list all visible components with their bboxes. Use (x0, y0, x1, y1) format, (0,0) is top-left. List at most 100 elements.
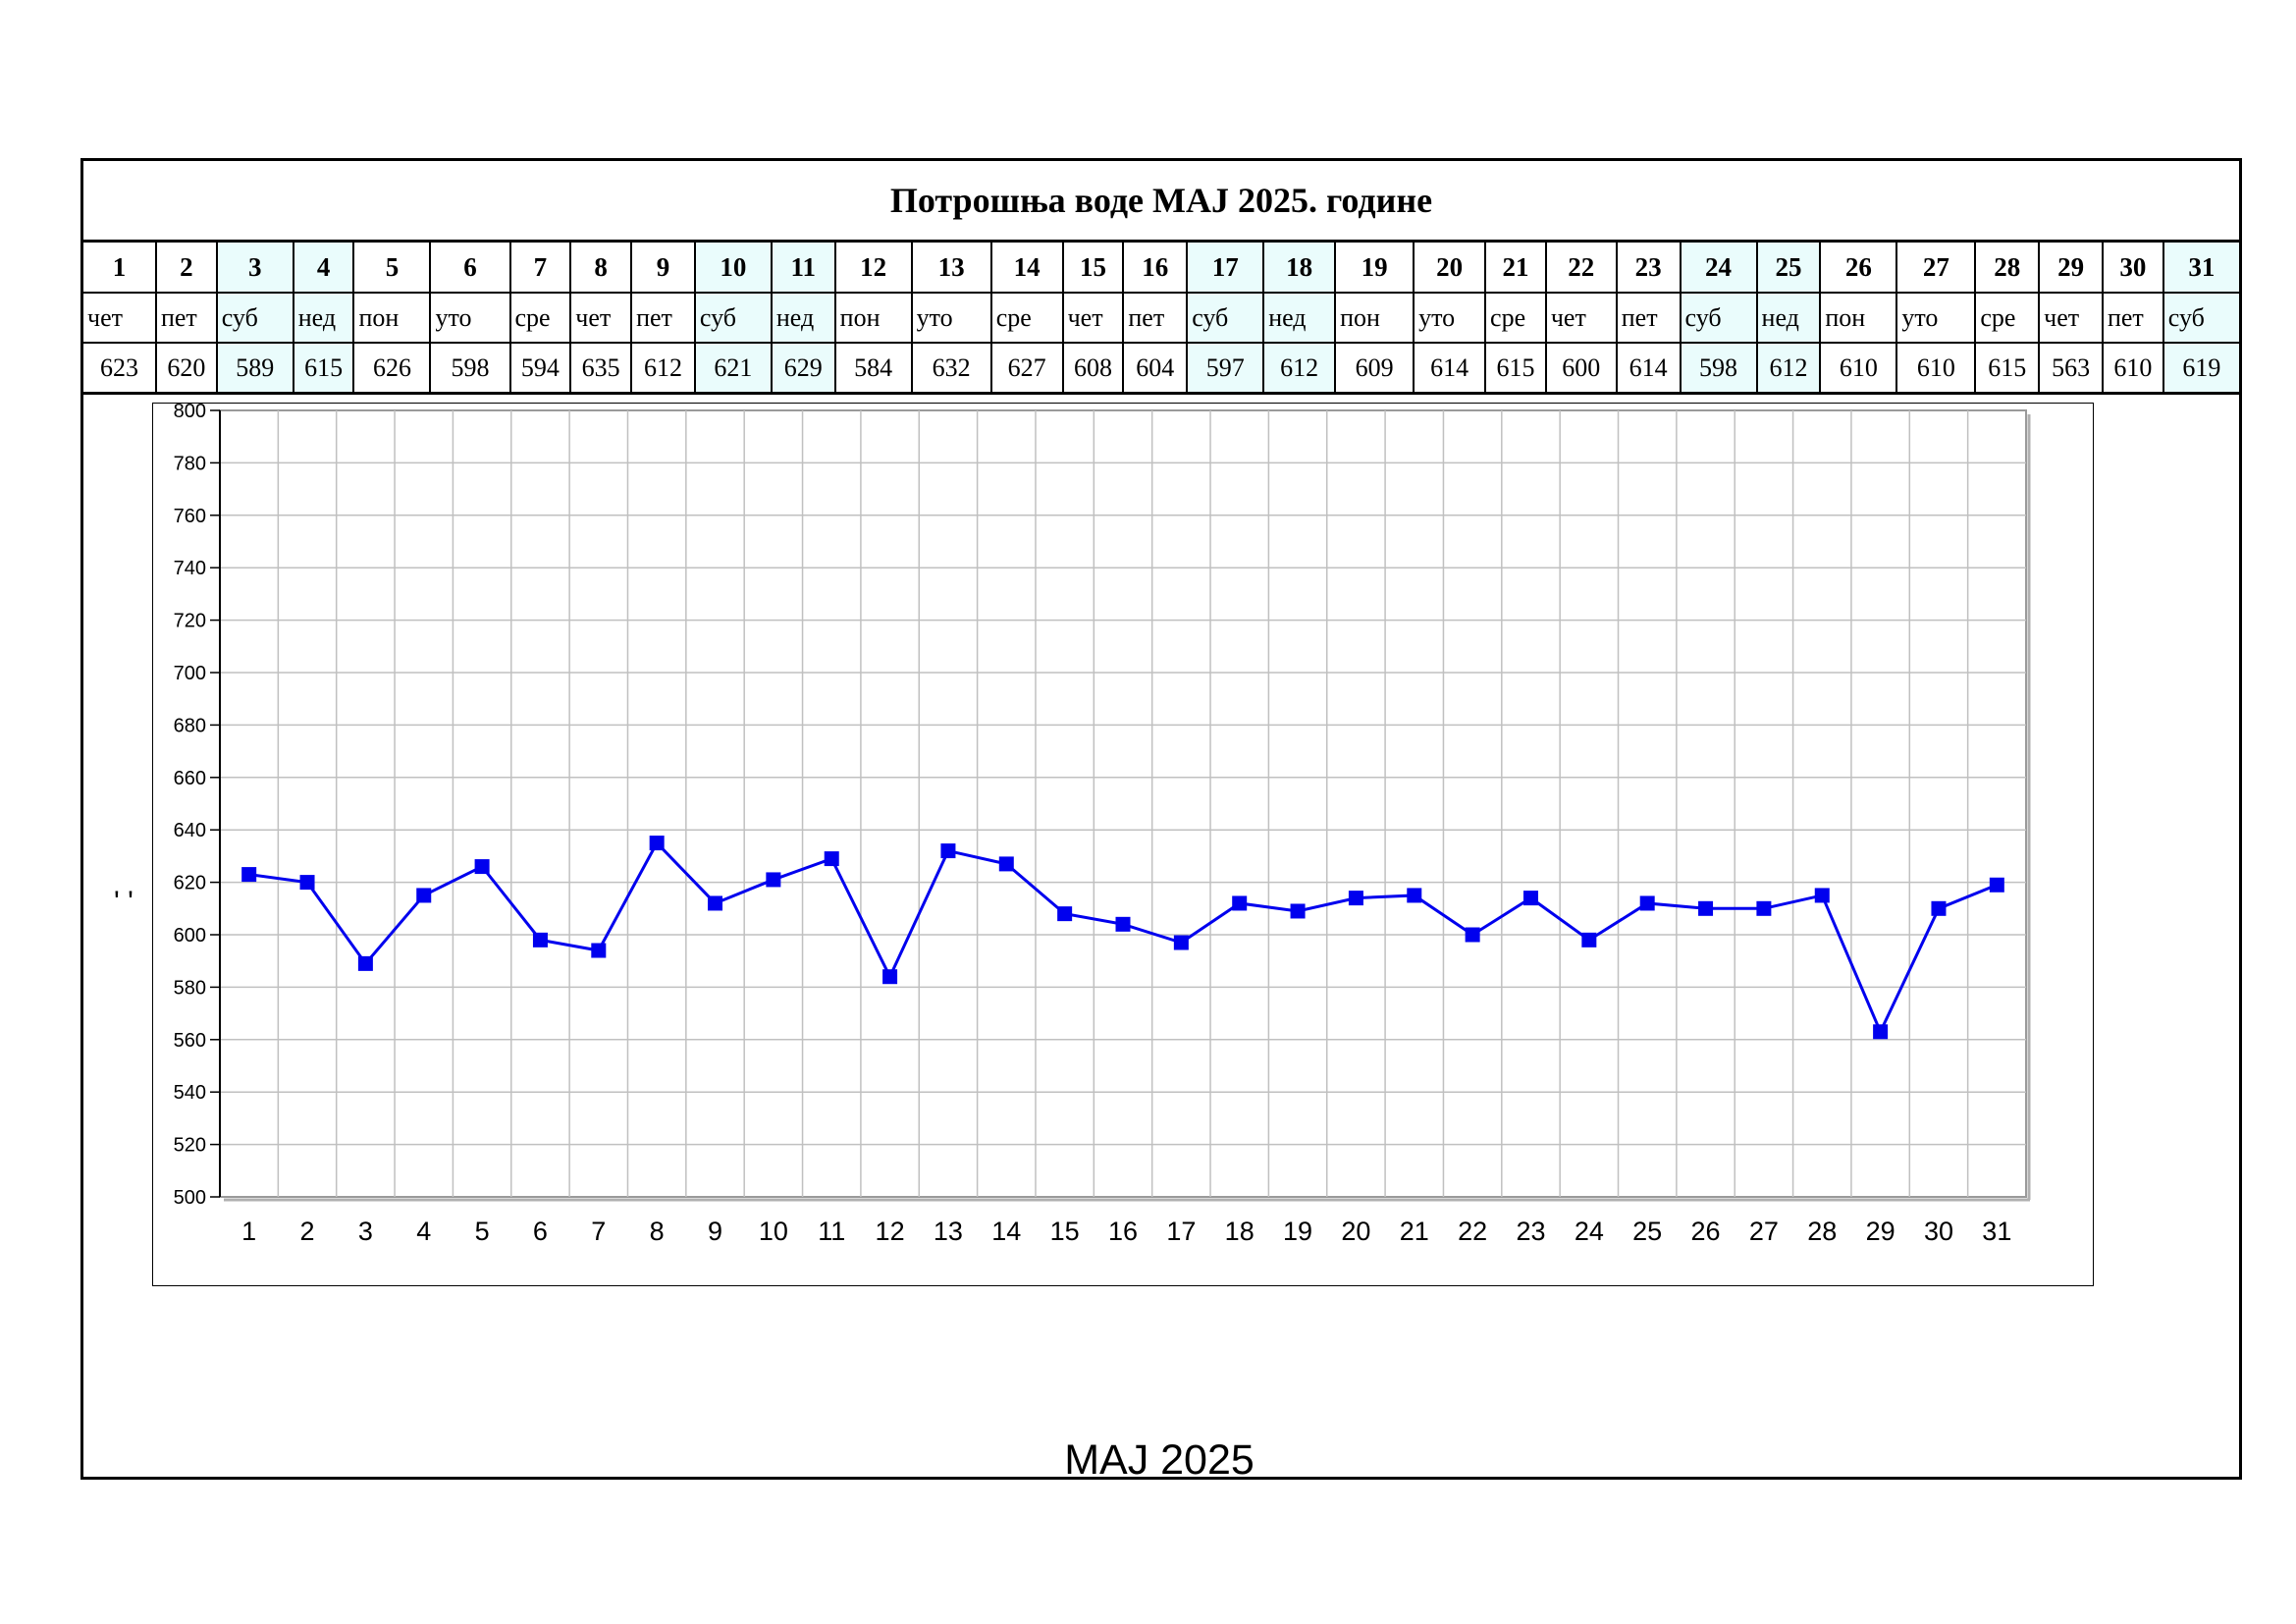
x-tick-label-10: 10 (759, 1217, 788, 1246)
value-cell-10: 621 (693, 342, 773, 395)
day-number-cell-8: 8 (569, 240, 633, 294)
day-number-cell-27: 27 (1896, 240, 1977, 294)
weekday-cell-1: чет (83, 292, 157, 344)
side-mark: ' ' (114, 886, 133, 918)
day-number-cell-28: 28 (1974, 240, 2041, 294)
day-number-cell-5: 5 (352, 240, 432, 294)
line-chart: 5005205405605806006206406606807007207407… (174, 404, 2031, 1246)
day-number-cell-24: 24 (1679, 240, 1758, 294)
x-tick-label-6: 6 (533, 1217, 548, 1246)
y-tick-label-500: 500 (174, 1187, 206, 1209)
x-tick-label-30: 30 (1924, 1217, 1953, 1246)
data-point-22 (1465, 927, 1480, 943)
value-cell-15: 608 (1061, 342, 1125, 395)
day-number-cell-12: 12 (833, 240, 913, 294)
value-cell-23: 614 (1615, 342, 1682, 395)
data-point-27 (1756, 900, 1772, 916)
x-tick-label-26: 26 (1691, 1217, 1721, 1246)
footer-label: MAJ 2025 (1064, 1436, 1255, 1484)
data-point-19 (1290, 903, 1306, 919)
weekday-cell-2: пет (154, 292, 218, 344)
weekday-cell-19: пон (1334, 292, 1415, 344)
value-cell-16: 604 (1122, 342, 1189, 395)
x-tick-label-9: 9 (708, 1217, 722, 1246)
weekday-cell-20: уто (1413, 292, 1487, 344)
value-cell-9: 612 (630, 342, 696, 395)
data-point-25 (1639, 895, 1655, 911)
day-number-cell-14: 14 (989, 240, 1064, 294)
data-point-14 (998, 856, 1014, 872)
weekday-cell-29: чет (2038, 292, 2104, 344)
day-number-cell-10: 10 (693, 240, 773, 294)
data-point-9 (708, 895, 723, 911)
weekday-cell-15: чет (1061, 292, 1125, 344)
y-tick-label-660: 660 (174, 768, 206, 789)
x-tick-label-21: 21 (1400, 1217, 1429, 1246)
weekday-cell-27: уто (1896, 292, 1977, 344)
day-number-cell-9: 9 (630, 240, 696, 294)
value-cell-18: 612 (1262, 342, 1337, 395)
weekday-cell-5: пон (352, 292, 432, 344)
y-tick-label-560: 560 (174, 1030, 206, 1052)
x-tick-label-23: 23 (1516, 1217, 1545, 1246)
value-cell-30: 610 (2101, 342, 2164, 395)
daily-consumption-table: 1 2 3 4 5 6 7 8 9 10 11 12 13 14 15 16 17 18 19 20 21 22 23 24 2… (83, 240, 2239, 395)
y-tick-label-600: 600 (174, 925, 206, 947)
x-tick-label-12: 12 (876, 1217, 905, 1246)
x-tick-label-5: 5 (475, 1217, 490, 1246)
day-number-cell-21: 21 (1484, 240, 1547, 294)
x-tick-label-17: 17 (1166, 1217, 1196, 1246)
value-cell-20: 614 (1413, 342, 1487, 395)
day-number-cell-17: 17 (1186, 240, 1265, 294)
weekday-cell-25: нед (1755, 292, 1822, 344)
weekday-cell-14: сре (989, 292, 1064, 344)
day-number-row: 1 2 3 4 5 6 7 8 9 10 11 12 13 14 15 16 17 18 19 20 21 22 23 24 2… (83, 240, 2239, 294)
day-number-cell-29: 29 (2038, 240, 2104, 294)
data-point-30 (1931, 900, 1947, 916)
value-cell-11: 629 (770, 342, 836, 395)
value-cell-4: 615 (292, 342, 355, 395)
weekday-cell-11: нед (770, 292, 836, 344)
x-tick-label-20: 20 (1341, 1217, 1370, 1246)
weekday-cell-7: сре (508, 292, 572, 344)
value-cell-2: 620 (154, 342, 218, 395)
x-tick-label-24: 24 (1575, 1217, 1604, 1246)
day-number-cell-2: 2 (154, 240, 218, 294)
data-point-28 (1814, 888, 1830, 903)
page-title: Потрошња воде MAJ 2025. године (889, 181, 1433, 220)
x-tick-label-25: 25 (1632, 1217, 1662, 1246)
value-cell-13: 632 (910, 342, 992, 395)
y-tick-label-740: 740 (174, 558, 206, 579)
value-cell-12: 584 (833, 342, 913, 395)
data-point-11 (824, 851, 839, 867)
data-point-8 (649, 836, 665, 851)
value-cell-29: 563 (2038, 342, 2104, 395)
data-point-23 (1522, 891, 1538, 906)
value-cell-22: 600 (1544, 342, 1618, 395)
data-point-29 (1873, 1024, 1889, 1040)
y-tick-label-640: 640 (174, 820, 206, 841)
day-number-cell-7: 7 (508, 240, 572, 294)
data-point-4 (416, 888, 432, 903)
data-point-31 (1989, 877, 2004, 893)
x-tick-label-7: 7 (591, 1217, 606, 1246)
y-tick-label-520: 520 (174, 1135, 206, 1157)
weekday-cell-8: чет (569, 292, 633, 344)
value-cell-17: 597 (1186, 342, 1265, 395)
x-tick-label-14: 14 (991, 1217, 1021, 1246)
weekday-cell-21: сре (1484, 292, 1547, 344)
day-number-cell-20: 20 (1413, 240, 1487, 294)
weekday-cell-28: сре (1974, 292, 2041, 344)
day-number-cell-19: 19 (1334, 240, 1415, 294)
weekday-row: чет пет суб нед пон уто сре чет пет суб нед пон уто с… (83, 292, 2239, 344)
x-tick-label-1: 1 (241, 1217, 256, 1246)
weekday-cell-22: чет (1544, 292, 1618, 344)
y-tick-label-620: 620 (174, 873, 206, 894)
day-number-cell-25: 25 (1755, 240, 1822, 294)
x-tick-label-31: 31 (1982, 1217, 2011, 1246)
x-tick-label-13: 13 (934, 1217, 963, 1246)
day-number-cell-30: 30 (2101, 240, 2164, 294)
weekday-cell-9: пет (630, 292, 696, 344)
value-row: 623 620 589 615 626 598 594 635 612 621 629 584 632 6… (83, 342, 2239, 395)
day-number-cell-4: 4 (292, 240, 355, 294)
